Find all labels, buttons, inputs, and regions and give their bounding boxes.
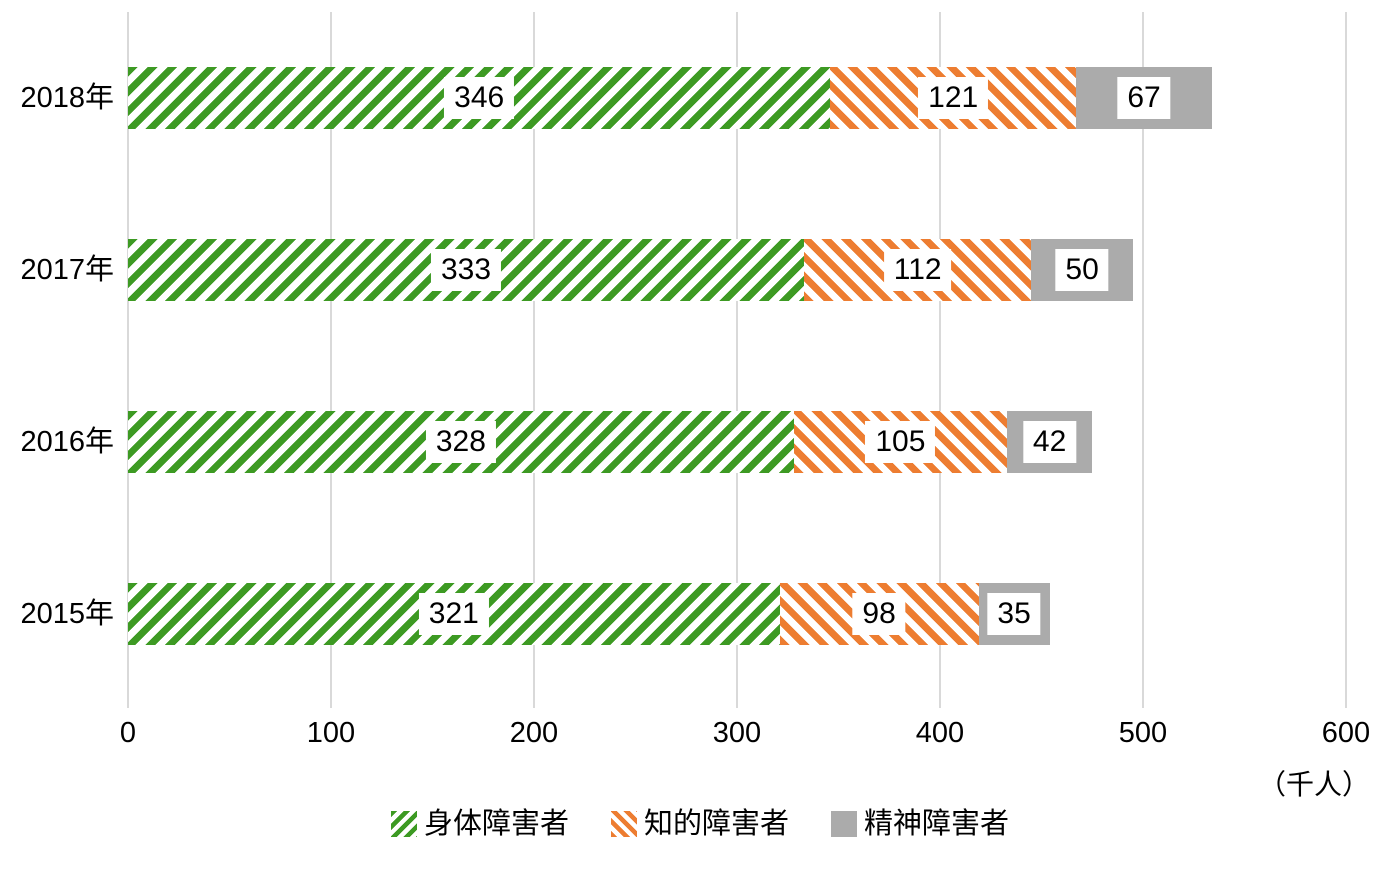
bar-segment: 105: [793, 411, 1007, 473]
bar-value-label: 50: [1055, 249, 1109, 291]
x-tick-label: 600: [1321, 717, 1371, 749]
bar-segment: 35: [978, 583, 1050, 645]
legend-swatch-icon: [390, 811, 417, 837]
x-axis-tick: [127, 700, 129, 708]
bar-segment: 112: [803, 239, 1032, 301]
x-tick-label: 500: [1118, 717, 1168, 749]
legend-label: 知的障害者: [643, 808, 789, 840]
bar-value-label: 121: [918, 77, 989, 119]
x-tick-label: 400: [915, 717, 965, 749]
bar-value-label: 321: [418, 593, 489, 635]
x-axis-tick: [1142, 700, 1144, 708]
bar-value-label: 67: [1117, 77, 1171, 119]
bar-value-label: 105: [865, 421, 936, 463]
category-label: 2018年: [20, 82, 114, 114]
gridline: [533, 12, 535, 700]
legend: 身体障害者 知的障害者 精神障害者: [0, 806, 1400, 842]
legend-swatch-icon: [831, 811, 857, 837]
x-tick-label: 0: [119, 717, 137, 749]
legend-item: 身体障害者: [390, 806, 569, 842]
legend-label: 精神障害者: [864, 808, 1010, 840]
x-axis-tick: [736, 700, 738, 708]
gridline: [1142, 12, 1144, 700]
bar-segment: 333: [128, 239, 804, 301]
legend-swatch-icon: [610, 811, 637, 837]
x-tick-label: 300: [712, 717, 762, 749]
bar-segment: 346: [128, 67, 831, 129]
x-tick-label: 200: [509, 717, 559, 749]
bar-value-label: 42: [1022, 421, 1077, 463]
category-label: 2017年: [20, 254, 114, 286]
legend-item: 精神障害者: [831, 806, 1009, 842]
gridline: [330, 12, 332, 700]
bar-segment: 98: [779, 583, 979, 645]
bar-value-label: 328: [425, 421, 496, 463]
bar-segment: 42: [1006, 411, 1093, 473]
category-label: 2016年: [20, 426, 114, 458]
legend-item: 知的障害者: [610, 806, 789, 842]
gridline: [1345, 12, 1347, 700]
x-tick-label: 100: [306, 717, 356, 749]
x-axis-tick: [533, 700, 535, 708]
bar-segment: 321: [128, 583, 780, 645]
bar-segment: 121: [830, 67, 1076, 129]
bar-value-label: 35: [987, 593, 1041, 635]
bar-value-label: 346: [444, 77, 515, 119]
gridline: [939, 12, 941, 700]
bar-value-label: 112: [883, 249, 952, 291]
x-axis-tick: [1345, 700, 1347, 708]
x-axis-tick: [939, 700, 941, 708]
bar-segment: 67: [1076, 67, 1212, 129]
x-axis-tick: [330, 700, 332, 708]
bar-segment: 328: [128, 411, 794, 473]
gridline: [736, 12, 738, 700]
gridline: [127, 12, 129, 700]
legend-label: 身体障害者: [423, 808, 569, 840]
x-axis-unit-label: （千人）: [1257, 769, 1370, 800]
bar-value-label: 333: [430, 249, 502, 291]
bar-value-label: 98: [852, 593, 906, 635]
bar-segment: 50: [1031, 239, 1133, 301]
category-label: 2015年: [20, 598, 114, 630]
